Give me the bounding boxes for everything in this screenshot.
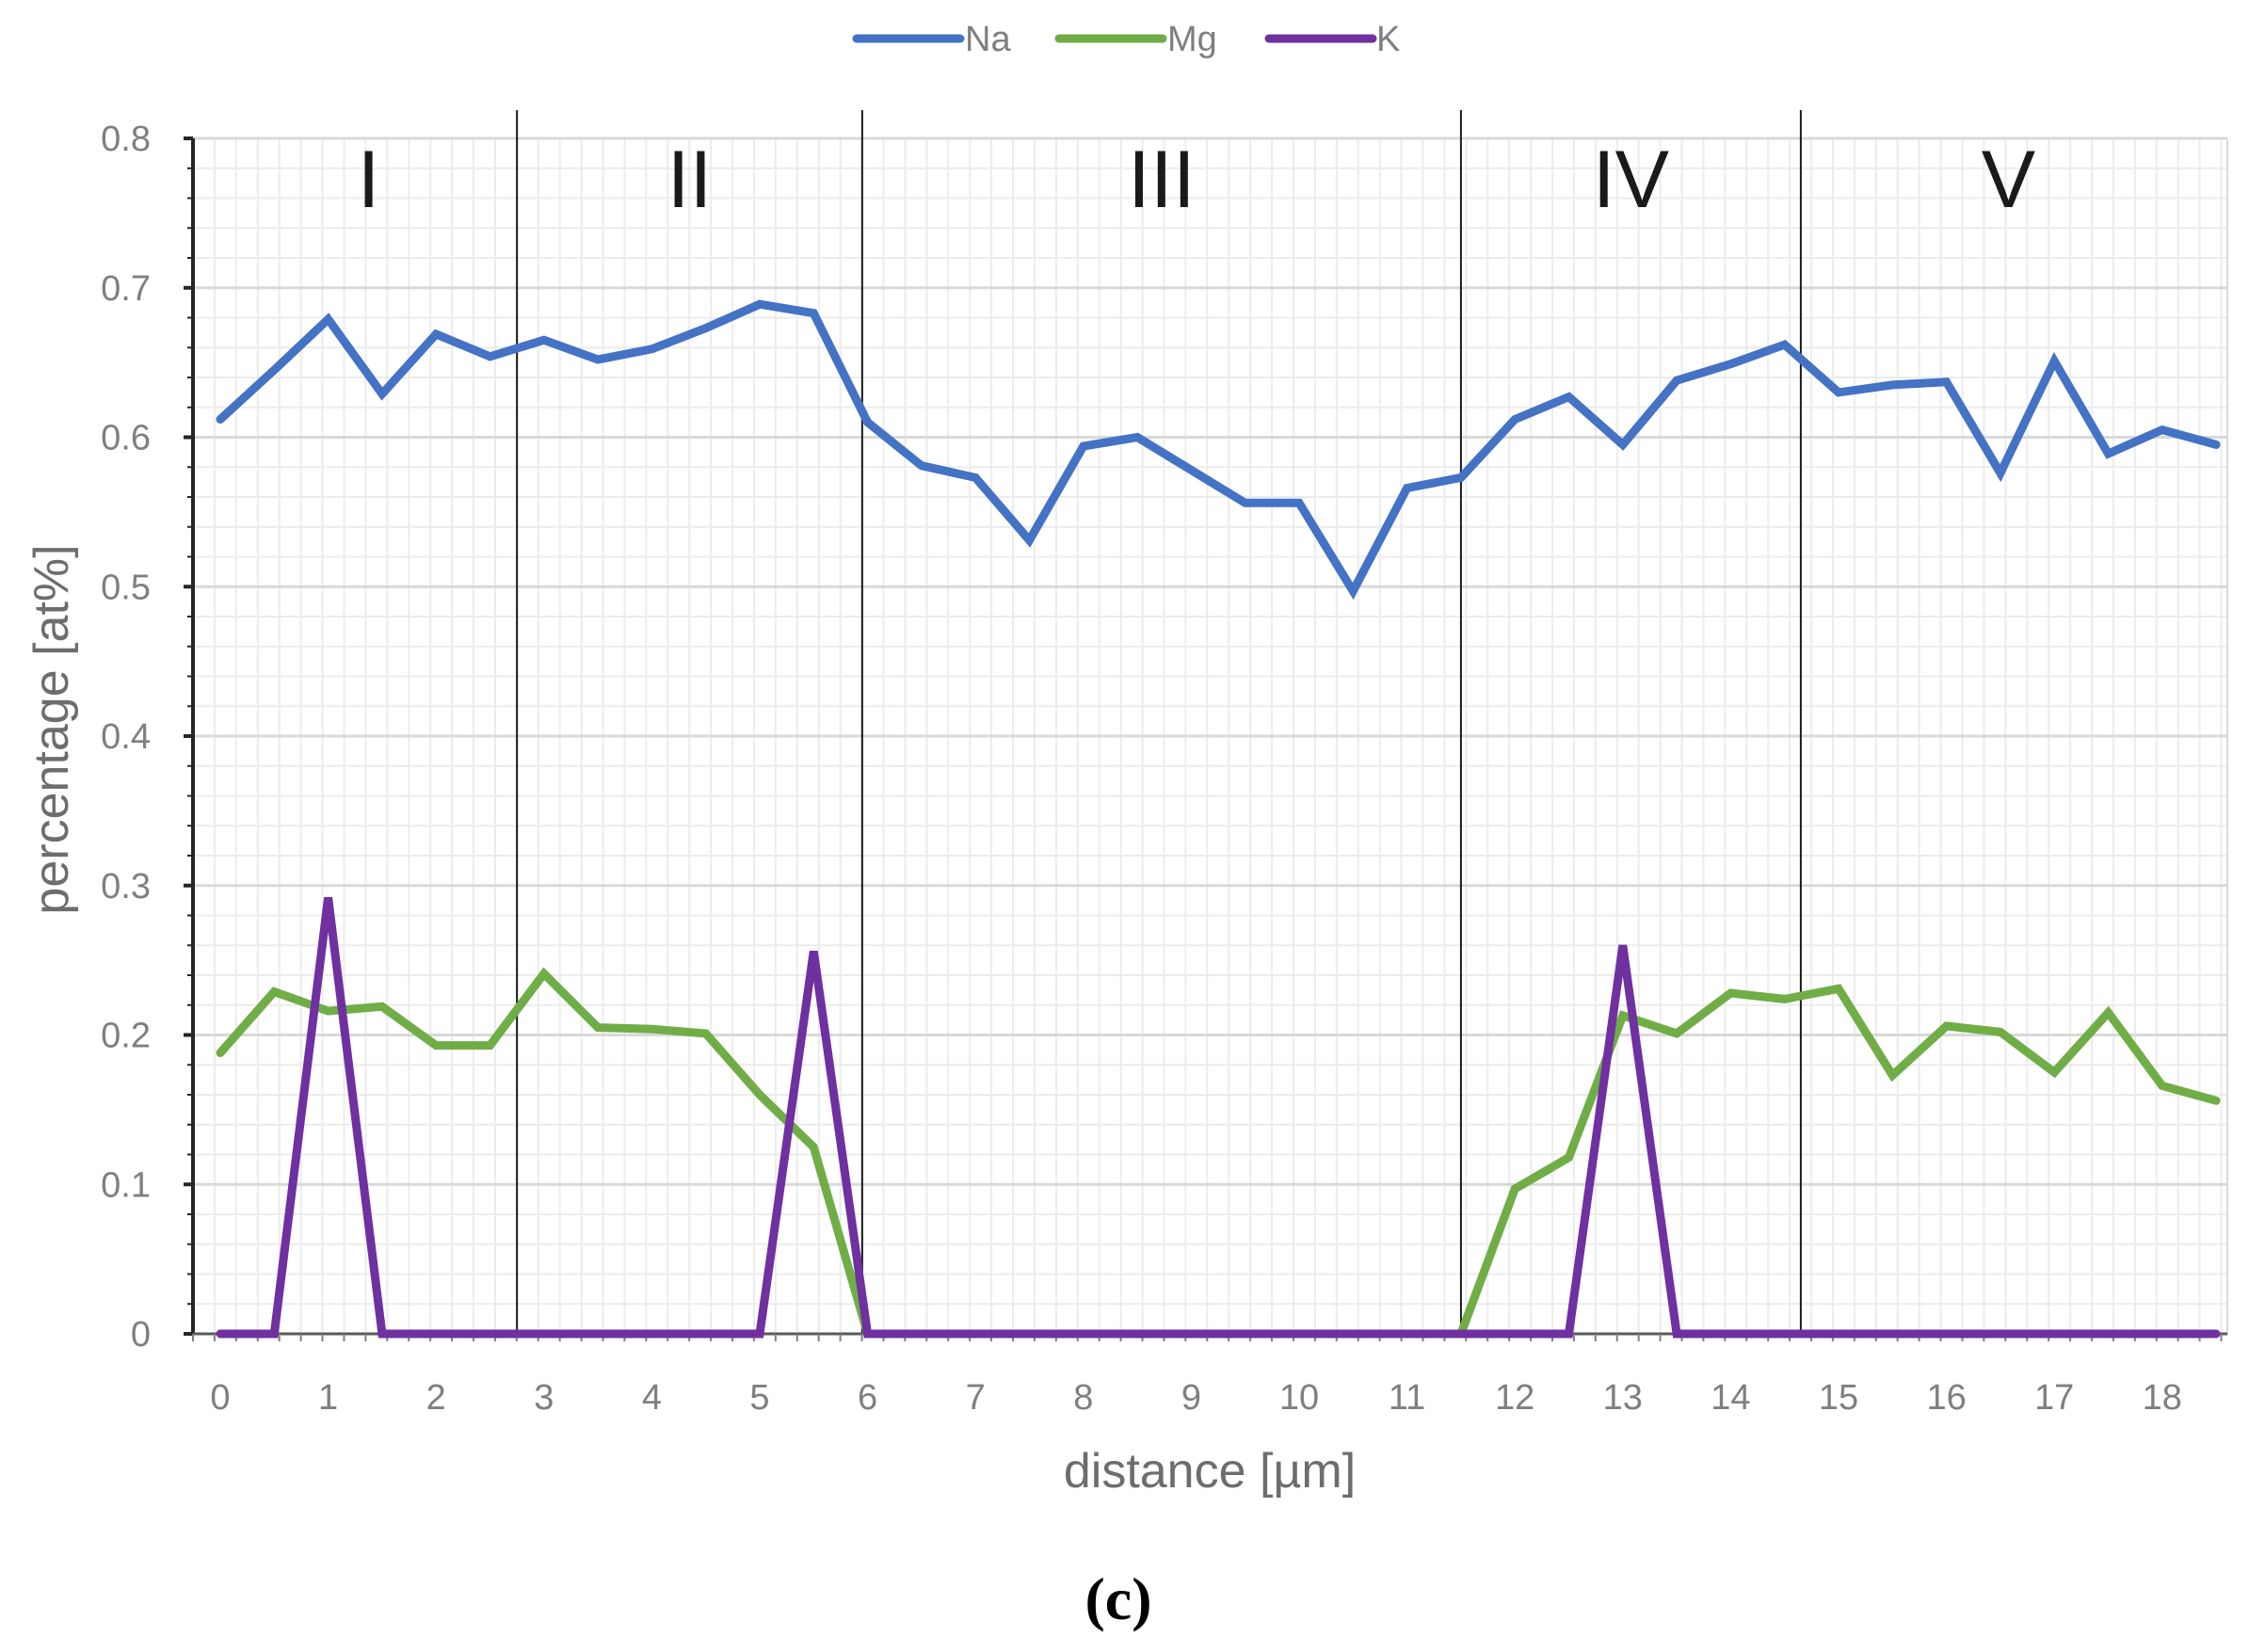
x-tick-label: 12 xyxy=(1495,1378,1534,1418)
y-tick-label: 0.2 xyxy=(101,1017,151,1056)
region-label: IV xyxy=(1593,135,1669,225)
x-tick-label: 11 xyxy=(1389,1378,1425,1418)
legend: Na Mg K xyxy=(852,20,1400,59)
legend-label-k: K xyxy=(1376,20,1400,59)
y-tick-label: 0.8 xyxy=(101,120,151,159)
x-tick-label: 7 xyxy=(966,1378,986,1418)
x-tick-label: 15 xyxy=(1819,1378,1858,1418)
region-labels: I II III IV V xyxy=(358,135,2036,225)
series-line-k xyxy=(216,896,2221,1339)
x-axis-title: distance [µm] xyxy=(1064,1444,1356,1499)
x-tick-label: 16 xyxy=(1926,1378,1966,1418)
region-label: V xyxy=(1982,135,2035,225)
tick-labels: 00.10.20.30.40.50.60.70.80 1 2 3 4 5 6 7 8 9 10 11 1… xyxy=(101,120,2182,1418)
region-boundaries xyxy=(516,110,1802,1334)
y-tick-label: 0 xyxy=(131,1315,151,1355)
x-tick-label: 5 xyxy=(749,1378,769,1418)
x-tick-label: 2 xyxy=(426,1378,446,1418)
legend-label-na: Na xyxy=(965,20,1011,59)
x-tick-label: 18 xyxy=(2143,1378,2182,1418)
x-tick-label: 3 xyxy=(534,1378,554,1418)
x-tick-label: 4 xyxy=(642,1378,662,1418)
x-tick-label: 8 xyxy=(1073,1378,1093,1418)
major-grid xyxy=(193,136,2228,1334)
x-tick-label: 6 xyxy=(858,1378,877,1418)
y-tick-label: 0.6 xyxy=(101,419,151,458)
y-tick-label: 0.5 xyxy=(101,568,151,607)
panel-caption: (c) xyxy=(1084,1565,1151,1632)
x-tick-label: 0 xyxy=(210,1378,230,1418)
series-line-na xyxy=(216,299,2221,601)
region-label: I xyxy=(358,135,380,225)
x-tick-label: 13 xyxy=(1603,1378,1643,1418)
region-label: II xyxy=(667,135,713,225)
y-tick-label: 0.4 xyxy=(101,717,151,757)
x-tick-label: 14 xyxy=(1711,1378,1750,1418)
y-axis-title: percentage [at%] xyxy=(24,544,79,914)
x-tick-label: 10 xyxy=(1279,1378,1319,1418)
x-tick-label: 9 xyxy=(1181,1378,1201,1418)
legend-label-mg: Mg xyxy=(1167,20,1217,59)
x-tick-label: 1 xyxy=(318,1378,338,1418)
y-tick-label: 0.3 xyxy=(101,867,151,906)
y-tick-label: 0.7 xyxy=(101,269,151,309)
y-tick-label: 0.1 xyxy=(101,1165,151,1205)
series-layer xyxy=(216,299,2221,1339)
region-label: III xyxy=(1128,135,1196,225)
x-tick-label: 17 xyxy=(2034,1378,2074,1418)
